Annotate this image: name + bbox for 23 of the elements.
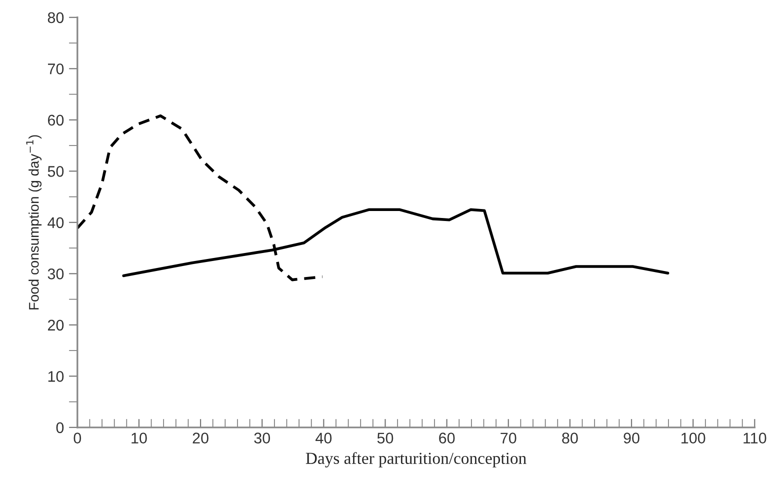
x-tick-label: 40 — [316, 432, 332, 444]
y-axis-title: Food consumption (g day$^{−1}$) — [26, 135, 42, 310]
x-tick-label: 100 — [682, 432, 706, 444]
y-tick-label: 70 — [48, 64, 64, 74]
y-tick-label: 40 — [48, 217, 64, 228]
x-axis-title: Days after parturition/conception — [306, 452, 526, 468]
x-tick-label: 10 — [132, 432, 147, 444]
x-tick-label: 60 — [439, 432, 455, 444]
y-tick-label: 60 — [48, 114, 64, 126]
x-tick-label: 70 — [500, 432, 516, 444]
x-tick-label: 0 — [74, 432, 82, 444]
x-tick-label: 50 — [377, 432, 394, 444]
y-tick-label: 30 — [48, 268, 64, 280]
y-tick-label: 20 — [48, 320, 64, 331]
x-tick-label: 80 — [562, 432, 578, 444]
x-tick-label: 90 — [624, 432, 640, 444]
x-tick-label: 30 — [254, 432, 270, 444]
x-tick-label: 20 — [192, 432, 208, 444]
y-tick-label: 10 — [48, 371, 64, 382]
y-tick-label: 50 — [48, 166, 64, 177]
y-tick-label: 80 — [48, 12, 64, 24]
x-tick-label: 110 — [744, 432, 766, 444]
y-tick-label: 0 — [56, 422, 64, 434]
